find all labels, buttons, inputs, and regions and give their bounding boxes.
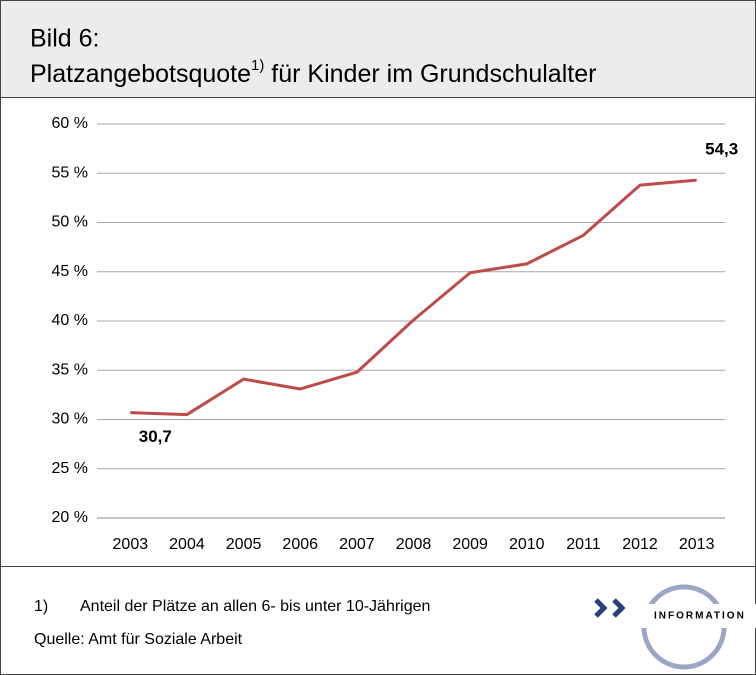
line [130, 178, 697, 417]
chart-subtitle: Platzangebotsquote1) für Kinder im Grund… [30, 57, 596, 88]
x-tick-label: 2006 [282, 536, 318, 553]
footnote-marker: 1) [34, 598, 48, 615]
x-tick-label: 2005 [226, 536, 262, 553]
y-tick-label: 25 % [52, 460, 88, 477]
y-tick-label: 45 % [52, 263, 88, 280]
y-tick-label: 35 % [52, 361, 88, 378]
subtitle-rest: für Kinder im Grundschulalter [264, 60, 596, 88]
header [0, 0, 756, 98]
x-tick-label: 2008 [396, 536, 432, 553]
y-tick-label: 60 % [52, 115, 88, 132]
source: Quelle: Amt für Soziale Arbeit [34, 631, 243, 648]
data-label: 54,3 [705, 140, 738, 159]
x-tick-label: 2013 [679, 536, 715, 553]
x-tick-label: 2010 [509, 536, 545, 553]
logo-text: INFORMATION [654, 611, 746, 622]
x-tick-label: 2011 [566, 536, 601, 553]
y-tick-label: 40 % [52, 312, 88, 329]
y-tick-label: 50 % [52, 214, 88, 231]
y-tick-label: 20 % [52, 509, 88, 526]
x-tick-label: 2003 [113, 536, 149, 553]
chart-title: Bild 6: [30, 25, 99, 53]
footnote-text: Anteil der Plätze an allen 6- bis unter … [80, 598, 430, 615]
data-label: 30,7 [139, 427, 172, 446]
x-tick-label: 2007 [339, 536, 375, 553]
y-tick-label: 55 % [52, 164, 88, 181]
y-tick-label: 30 % [52, 411, 88, 428]
logo-arrows [594, 598, 626, 618]
x-tick-label: 2004 [169, 536, 205, 553]
subtitle-main: Platzangebotsquote [30, 60, 251, 88]
x-tick-label: 2009 [452, 536, 488, 553]
logo: INFORMATION [594, 584, 756, 670]
x-tick-label: 2012 [622, 536, 658, 553]
logo-band [628, 604, 756, 628]
subtitle-superscript: 1) [251, 57, 264, 74]
